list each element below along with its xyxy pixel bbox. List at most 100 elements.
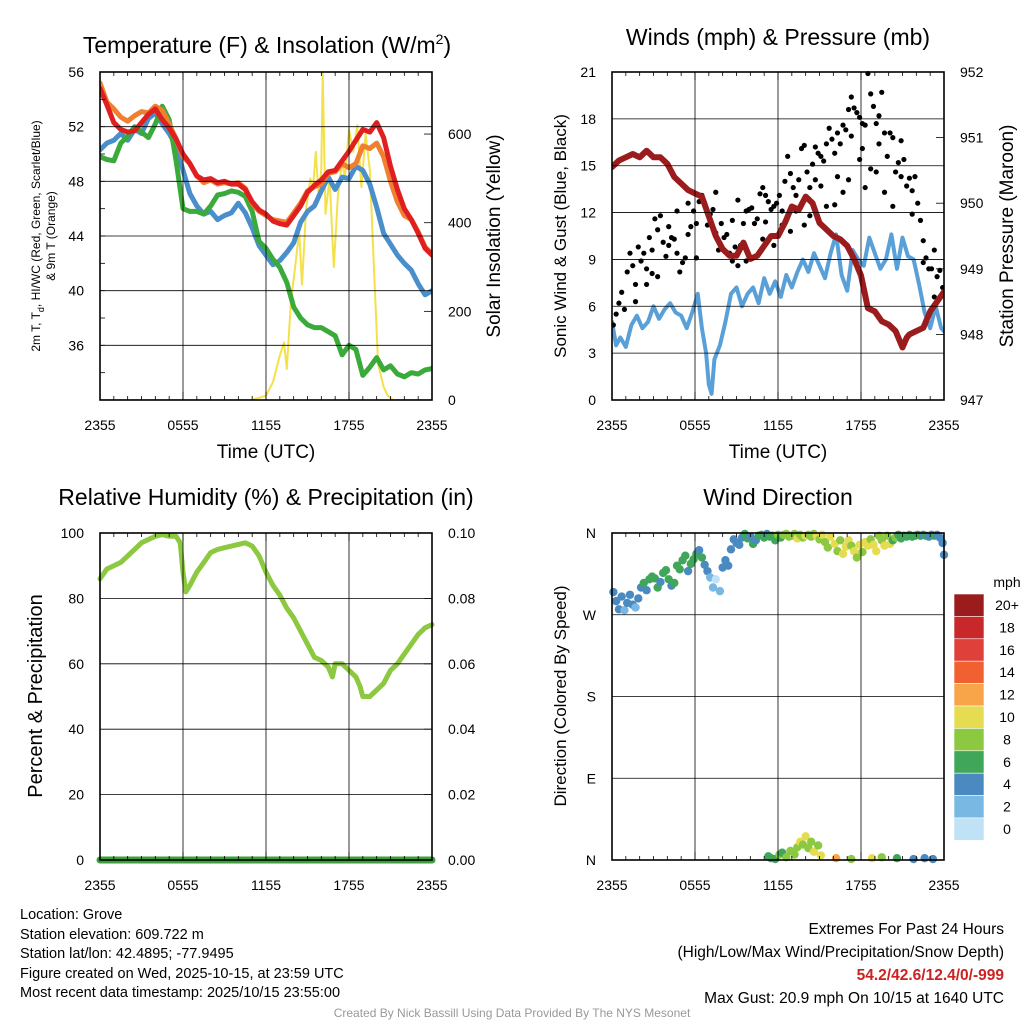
dir-ytick-label: E	[587, 770, 596, 786]
gust-point	[904, 183, 910, 189]
direction-point	[656, 577, 665, 587]
gust-point	[881, 189, 888, 195]
temperature-xlabel: Time (UTC)	[217, 442, 316, 463]
temp-ytick-label: 40	[68, 283, 84, 299]
gust-point	[873, 120, 879, 127]
legend-label: 14	[999, 664, 1015, 680]
gust-point	[649, 247, 655, 253]
rh-xtick-label: 2355	[84, 877, 115, 893]
legend-label: 10	[999, 709, 1015, 725]
gust-point	[613, 311, 619, 317]
gust-point	[713, 189, 719, 195]
gust-point	[760, 184, 766, 191]
direction-point	[617, 592, 626, 601]
direction-point	[847, 854, 856, 864]
wind-y2tick-label: 949	[960, 261, 984, 277]
gust-point	[829, 136, 835, 142]
gust-point	[848, 94, 854, 100]
rh-ytick-label: 60	[68, 656, 84, 672]
gust-point	[898, 138, 904, 144]
dir-xtick-label: 0555	[679, 877, 710, 893]
direction-point	[858, 547, 867, 557]
legend-swatch	[953, 593, 985, 617]
gust-point	[823, 141, 830, 147]
humidity-panel: Relative Humidity (%) & Precipitation (i…	[25, 484, 475, 893]
direction-point	[675, 565, 684, 574]
legend-label: 18	[999, 619, 1015, 635]
gust-point	[660, 239, 666, 245]
legend-swatch	[953, 728, 985, 752]
gust-point	[793, 192, 799, 198]
dir-ytick-label: N	[586, 525, 596, 541]
gust-point	[688, 224, 694, 230]
gust-point	[710, 206, 716, 213]
gust-point	[931, 294, 937, 300]
direction-point	[708, 583, 718, 592]
gust-point	[915, 200, 921, 206]
rh-ytick-label: 0	[76, 852, 84, 868]
gust-point	[718, 220, 724, 227]
gust-point	[940, 284, 944, 291]
direction-point	[836, 536, 845, 545]
gust-point	[740, 220, 747, 227]
wind-ytick-label: 0	[588, 392, 596, 408]
gust-point	[868, 91, 874, 97]
temp-y2tick-label: 0	[448, 392, 456, 408]
extremes-subtitle: (High/Low/Max Wind/Precipitation/Snow De…	[677, 944, 1005, 961]
gust-point	[812, 144, 818, 150]
gust-point	[796, 177, 802, 183]
direction-point	[700, 560, 709, 569]
wind-xtick-label: 2355	[928, 417, 959, 433]
wind-ytick-label: 15	[580, 158, 596, 174]
temp-ytick-label: 52	[68, 119, 84, 135]
gust-point	[693, 220, 699, 227]
gust-point	[724, 231, 730, 238]
gust-point	[652, 216, 658, 222]
station-elevation: Station elevation: 609.722 m	[20, 926, 204, 943]
rh-ytick-label: 80	[68, 590, 84, 606]
gust-point	[845, 106, 852, 113]
rh-y2tick-label: 0.06	[448, 656, 475, 672]
direction-point	[872, 546, 881, 556]
gust-point	[834, 174, 841, 180]
rh-y2tick-label: 0.00	[448, 852, 475, 868]
gust-point	[785, 153, 791, 159]
temp-xtick-label: 0555	[167, 417, 198, 433]
gust-point	[818, 153, 824, 159]
gust-point	[776, 192, 782, 198]
figure-created: Figure created on Wed, 2025-10-15, at 23…	[20, 965, 344, 982]
dir-xtick-label: 1155	[763, 877, 793, 893]
gust-point	[895, 159, 901, 166]
humidity-ylabel: Percent & Precipitation	[25, 594, 47, 797]
rh-y2tick-label: 0.08	[448, 590, 475, 606]
gust-point	[632, 281, 639, 288]
temp-xtick-label: 1155	[251, 417, 281, 433]
direction-point	[703, 566, 712, 576]
gust-point	[641, 250, 647, 256]
gust-point	[762, 192, 769, 198]
rh-ytick-label: 100	[61, 525, 85, 541]
winds-title: Winds (mph) & Pressure (mb)	[626, 24, 930, 50]
gust-point	[892, 169, 899, 175]
direction-point	[683, 566, 693, 576]
legend-swatch	[953, 795, 985, 819]
gust-point	[890, 135, 896, 141]
temp-xtick-label: 2355	[416, 417, 447, 433]
winds-panel: Winds (mph) & Pressure (mb) Time (UTC) S…	[551, 24, 1018, 463]
gust-point	[854, 110, 860, 116]
rh-y2tick-label: 0.10	[448, 525, 475, 541]
gust-point	[804, 169, 810, 175]
dir-ytick-label: S	[587, 689, 596, 705]
direction-point	[809, 847, 819, 857]
direction-point	[849, 546, 859, 556]
station-location: Location: Grove	[20, 907, 123, 923]
temperature-ylabel: 2m T, Td, HI/WC (Red, Green, Scarlet/Blu…	[29, 120, 46, 351]
gust-point	[774, 200, 780, 206]
direction-point	[697, 553, 707, 562]
wind-ytick-label: 12	[580, 205, 596, 221]
wind-xtick-label: 1755	[845, 417, 876, 433]
gust-point	[898, 174, 904, 180]
legend-label: 20+	[995, 597, 1019, 613]
gust-point	[732, 244, 738, 250]
gust-point	[868, 166, 874, 172]
